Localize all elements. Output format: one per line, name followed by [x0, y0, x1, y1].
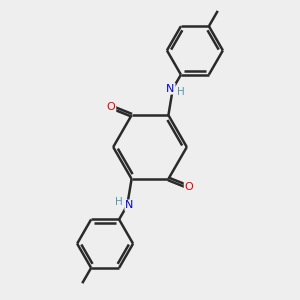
Text: H: H — [177, 87, 185, 97]
Text: O: O — [184, 182, 194, 192]
Text: N: N — [125, 200, 134, 210]
Text: N: N — [166, 84, 175, 94]
Text: H: H — [115, 197, 123, 208]
Text: O: O — [106, 102, 116, 112]
